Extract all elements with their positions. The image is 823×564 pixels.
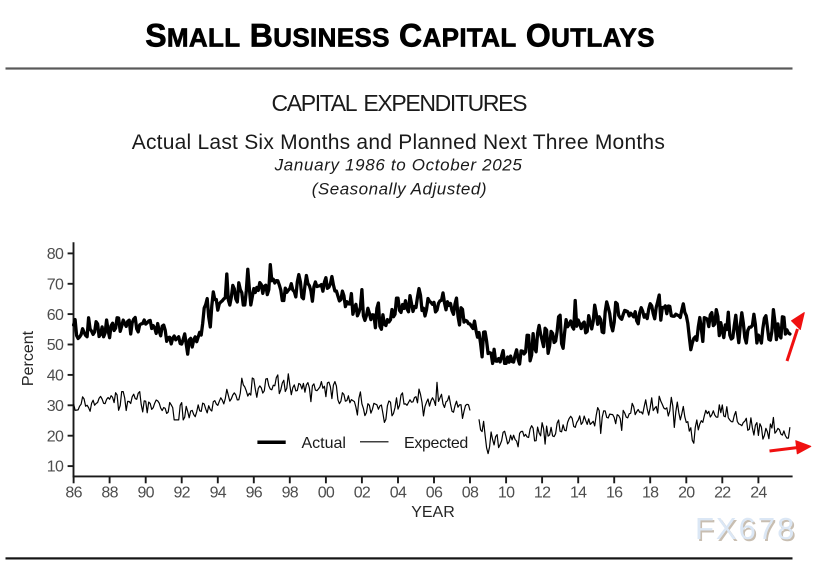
svg-text:SMALL BUSINESS CAPITAL OUTLAYS: SMALL BUSINESS CAPITAL OUTLAYS: [145, 18, 655, 54]
svg-text:70: 70: [47, 276, 64, 293]
svg-text:40: 40: [47, 368, 64, 385]
svg-text:FX678: FX678: [695, 511, 796, 546]
svg-text:12: 12: [534, 485, 551, 502]
svg-text:January 1986 to October 2025: January 1986 to October 2025: [274, 156, 523, 175]
svg-text:CAPITAL EXPENDITURES: CAPITAL EXPENDITURES: [271, 90, 527, 116]
svg-text:50: 50: [47, 337, 64, 354]
svg-text:92: 92: [173, 485, 190, 502]
svg-text:08: 08: [462, 485, 479, 502]
svg-text:98: 98: [282, 485, 299, 502]
svg-text:10: 10: [498, 485, 515, 502]
svg-text:00: 00: [318, 485, 335, 502]
svg-text:24: 24: [750, 485, 767, 502]
svg-text:16: 16: [606, 485, 623, 502]
svg-text:FX678: FX678: [697, 513, 798, 548]
svg-text:Percent: Percent: [20, 330, 37, 386]
svg-text:60: 60: [47, 307, 64, 324]
svg-text:18: 18: [642, 485, 659, 502]
svg-text:88: 88: [101, 485, 118, 502]
svg-text:06: 06: [426, 485, 443, 502]
svg-text:20: 20: [47, 428, 64, 445]
svg-text:02: 02: [354, 485, 371, 502]
svg-text:YEAR: YEAR: [411, 504, 455, 521]
svg-text:90: 90: [137, 485, 154, 502]
svg-text:(Seasonally Adjusted): (Seasonally Adjusted): [312, 180, 487, 199]
svg-text:80: 80: [47, 246, 64, 263]
svg-text:96: 96: [246, 485, 263, 502]
svg-text:86: 86: [65, 485, 82, 502]
svg-text:94: 94: [210, 485, 227, 502]
svg-text:22: 22: [714, 485, 731, 502]
svg-text:Actual Last Six Months and Pla: Actual Last Six Months and Planned Next …: [132, 131, 665, 154]
svg-text:14: 14: [570, 485, 587, 502]
svg-text:10: 10: [47, 459, 64, 476]
svg-text:04: 04: [390, 485, 407, 502]
svg-text:Actual: Actual: [302, 435, 346, 452]
svg-text:Expected: Expected: [404, 435, 468, 452]
svg-text:30: 30: [47, 398, 64, 415]
svg-text:20: 20: [678, 485, 695, 502]
